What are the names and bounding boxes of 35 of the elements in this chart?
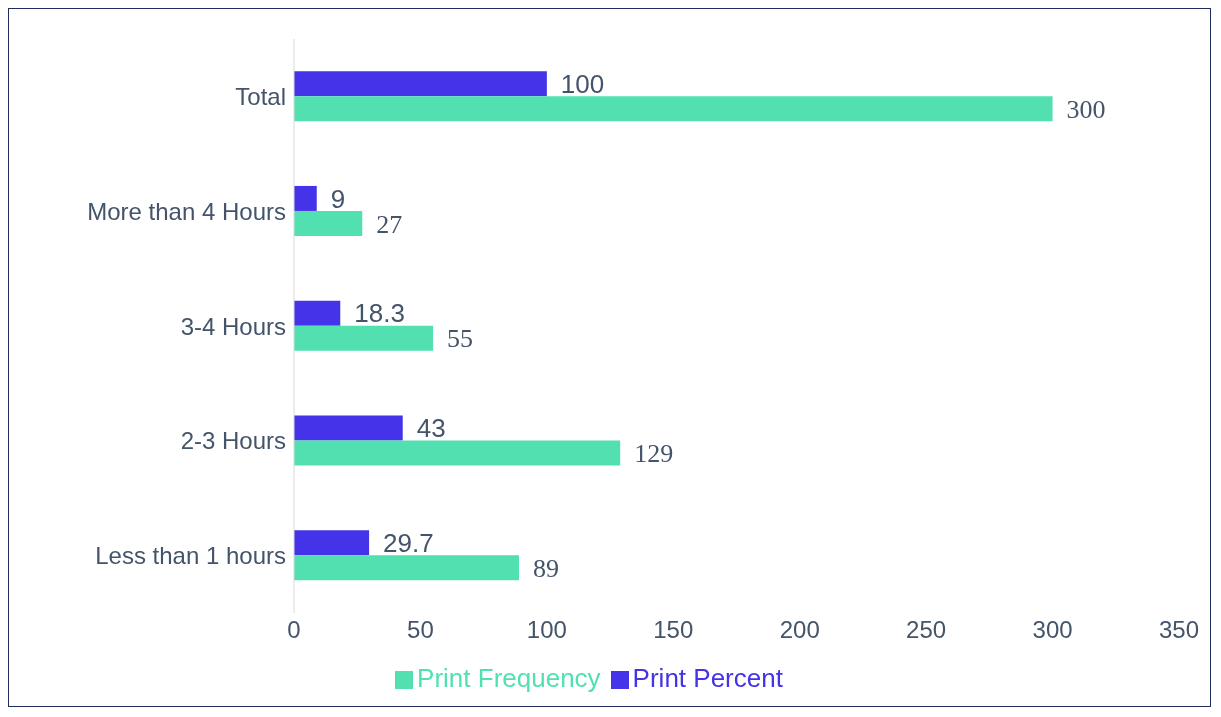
x-tick-label: 100 <box>526 616 567 644</box>
data-label: 9 <box>330 183 346 214</box>
data-label: 300 <box>1066 94 1106 124</box>
bar <box>294 71 547 97</box>
bar <box>294 440 621 466</box>
y-tick-label: More than 4 Hours <box>87 197 286 225</box>
bar <box>294 185 317 211</box>
data-label: 29.7 <box>383 528 434 559</box>
x-tick-label: 50 <box>407 616 434 644</box>
x-tick-label: 350 <box>1158 616 1200 644</box>
x-tick-label: 150 <box>653 616 694 644</box>
data-label: 129 <box>634 439 674 469</box>
bar <box>294 96 1053 122</box>
legend-label: Print Percent <box>632 663 783 693</box>
bar <box>294 325 434 351</box>
bar <box>294 555 520 581</box>
bar <box>294 530 370 556</box>
x-tick-label: 250 <box>906 616 947 644</box>
data-label: 43 <box>416 413 446 444</box>
data-label: 27 <box>376 209 403 239</box>
y-tick-label: Less than 1 hours <box>95 542 286 570</box>
x-tick-label: 0 <box>287 616 301 644</box>
x-tick-label: 200 <box>779 616 820 644</box>
data-label: 100 <box>560 68 605 99</box>
bar <box>294 300 341 326</box>
data-label: 89 <box>533 554 560 584</box>
legend-label: Print Frequency <box>417 663 601 693</box>
x-tick-label: 300 <box>1032 616 1073 644</box>
data-label: 18.3 <box>354 298 405 329</box>
y-tick-label: 3-4 Hours <box>180 312 286 340</box>
bar <box>294 210 363 236</box>
y-tick-label: 2-3 Hours <box>180 427 286 455</box>
bar <box>294 415 403 441</box>
y-tick-label: Total <box>235 82 286 110</box>
data-label: 55 <box>447 324 474 354</box>
